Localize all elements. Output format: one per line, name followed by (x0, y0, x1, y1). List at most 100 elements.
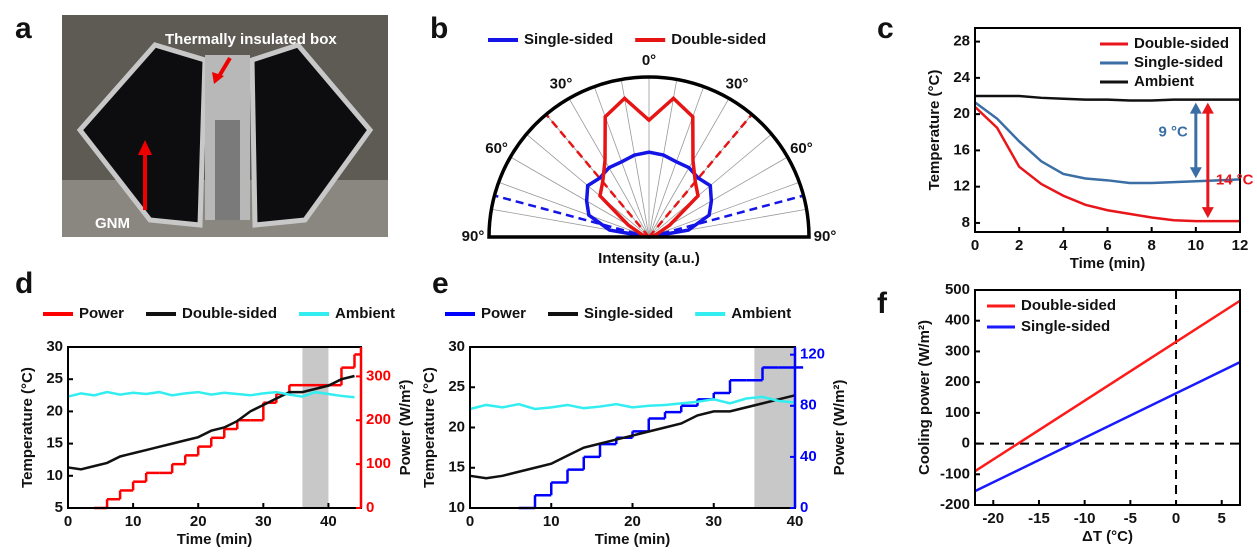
y-tick-label: 12 (953, 178, 970, 195)
y2-tick-label: 120 (800, 346, 825, 363)
legend-label: Single-sided (524, 31, 613, 48)
legend-label: Double-sided (1021, 297, 1116, 314)
arrowhead (138, 140, 152, 155)
y-tick-label: 0 (962, 435, 970, 452)
photo (62, 15, 388, 237)
x-tick-label: -5 (1124, 510, 1137, 527)
y2-tick-label: 40 (800, 448, 817, 465)
panel-label: f (877, 287, 888, 320)
y2-tick-label: 200 (366, 411, 391, 428)
y-tick-label: 15 (46, 435, 63, 452)
x-tick-label: 20 (190, 513, 207, 530)
annotation: GNM (95, 215, 130, 232)
x-tick-label: -10 (1074, 510, 1096, 527)
x-tick-label: 40 (320, 513, 337, 530)
x-tick-label: 0 (1172, 510, 1180, 527)
legend-label: Ambient (1134, 73, 1194, 90)
cutoff-line (545, 113, 650, 238)
x-tick-label: 12 (1232, 237, 1249, 254)
angle-tick-label: 90° (462, 228, 485, 245)
legend-label: Power (481, 305, 526, 322)
y-axis-label: Cooling power (W/m²) (916, 320, 933, 475)
y-tick-label: 20 (46, 402, 63, 419)
x-tick-label: 20 (624, 513, 641, 530)
series-line (974, 361, 1241, 493)
series-line (975, 94, 1240, 102)
arrow (216, 56, 232, 80)
y-tick-label: 30 (448, 338, 465, 355)
y-tick-label: 10 (46, 467, 63, 484)
y-tick-label: -100 (940, 465, 970, 482)
y-tick-label: 25 (448, 378, 465, 395)
y-tick-label: 20 (953, 105, 970, 122)
y-tick-label: 24 (953, 69, 970, 86)
polar-line (598, 95, 700, 239)
angle-tick-label: 30° (726, 76, 749, 93)
panel-label: b (430, 12, 448, 45)
x-tick-label: 4 (1059, 237, 1068, 254)
y2-tick-label: 100 (366, 455, 391, 472)
legend-label: Single-sided (1134, 54, 1223, 71)
photo-left-mirror (76, 42, 208, 228)
x-tick-label: 5 (1218, 510, 1226, 527)
x-tick-label: 2 (1015, 237, 1023, 254)
y-tick-label: 100 (945, 404, 970, 421)
x-tick-label: -15 (1028, 510, 1050, 527)
y-tick-label: -200 (940, 496, 970, 513)
arrowhead (1189, 167, 1202, 179)
y-axis-label: Temperature (°C) (19, 367, 36, 488)
x-tick-label: 30 (255, 513, 272, 530)
panel-label: c (877, 12, 894, 45)
angle-tick-label: 30° (550, 76, 573, 93)
x-tick-label: 0 (466, 513, 474, 530)
x-tick-label: 10 (543, 513, 560, 530)
photo-box-inner (215, 120, 240, 220)
cutoff-line (648, 194, 804, 239)
highlight (302, 347, 329, 508)
y-tick-label: 8 (962, 214, 970, 231)
y-tick-label: 15 (448, 459, 465, 476)
y-axis-label: Temperature (°C) (926, 70, 943, 191)
x-tick-label: 0 (971, 237, 979, 254)
arrowhead (212, 72, 224, 84)
arrowhead (1201, 207, 1214, 219)
photo-right-mirror (249, 42, 374, 228)
series-line (974, 299, 1241, 473)
x-tick-label: 10 (125, 513, 142, 530)
y-tick-label: 5 (55, 499, 63, 516)
panel-label: d (15, 267, 33, 300)
y2-tick-label: 300 (366, 367, 391, 384)
x-tick-label: 10 (1187, 237, 1204, 254)
legend-label: Single-sided (1021, 318, 1110, 335)
y-tick-label: 300 (945, 342, 970, 359)
arrowhead (1189, 102, 1202, 114)
y-tick-label: 400 (945, 312, 970, 329)
y-tick-label: 10 (448, 499, 465, 516)
legend-label: Double-sided (671, 31, 766, 48)
angle-tick-label: 60° (790, 140, 813, 157)
arrowhead (1201, 102, 1214, 114)
legend-label: Power (79, 305, 124, 322)
y2-tick-label: 80 (800, 397, 817, 414)
legend-label: Double-sided (1134, 35, 1229, 52)
x-tick-label: 0 (64, 513, 72, 530)
angle-tick-label: 90° (814, 228, 837, 245)
x-tick-label: 40 (787, 513, 804, 530)
y-tick-label: 25 (46, 370, 63, 387)
series-line (974, 101, 1241, 185)
y-axis-label: Temperature (°C) (421, 367, 438, 488)
x-axis-label: Time (min) (595, 531, 671, 548)
legend-label: Ambient (335, 305, 395, 322)
y2-axis-label: Power (W/m²) (397, 380, 414, 476)
spoke (498, 181, 650, 238)
legend-label: Single-sided (584, 305, 673, 322)
y-tick-label: 500 (945, 281, 970, 298)
plot-frame (469, 346, 796, 509)
angle-tick-label: 60° (485, 140, 508, 157)
x-axis-label: Intensity (a.u.) (598, 250, 700, 267)
x-tick-label: 6 (1103, 237, 1111, 254)
y-tick-label: 28 (953, 33, 970, 50)
cutoff-line (494, 194, 650, 239)
x-tick-label: 30 (705, 513, 722, 530)
y2-tick-label: 0 (800, 499, 808, 516)
